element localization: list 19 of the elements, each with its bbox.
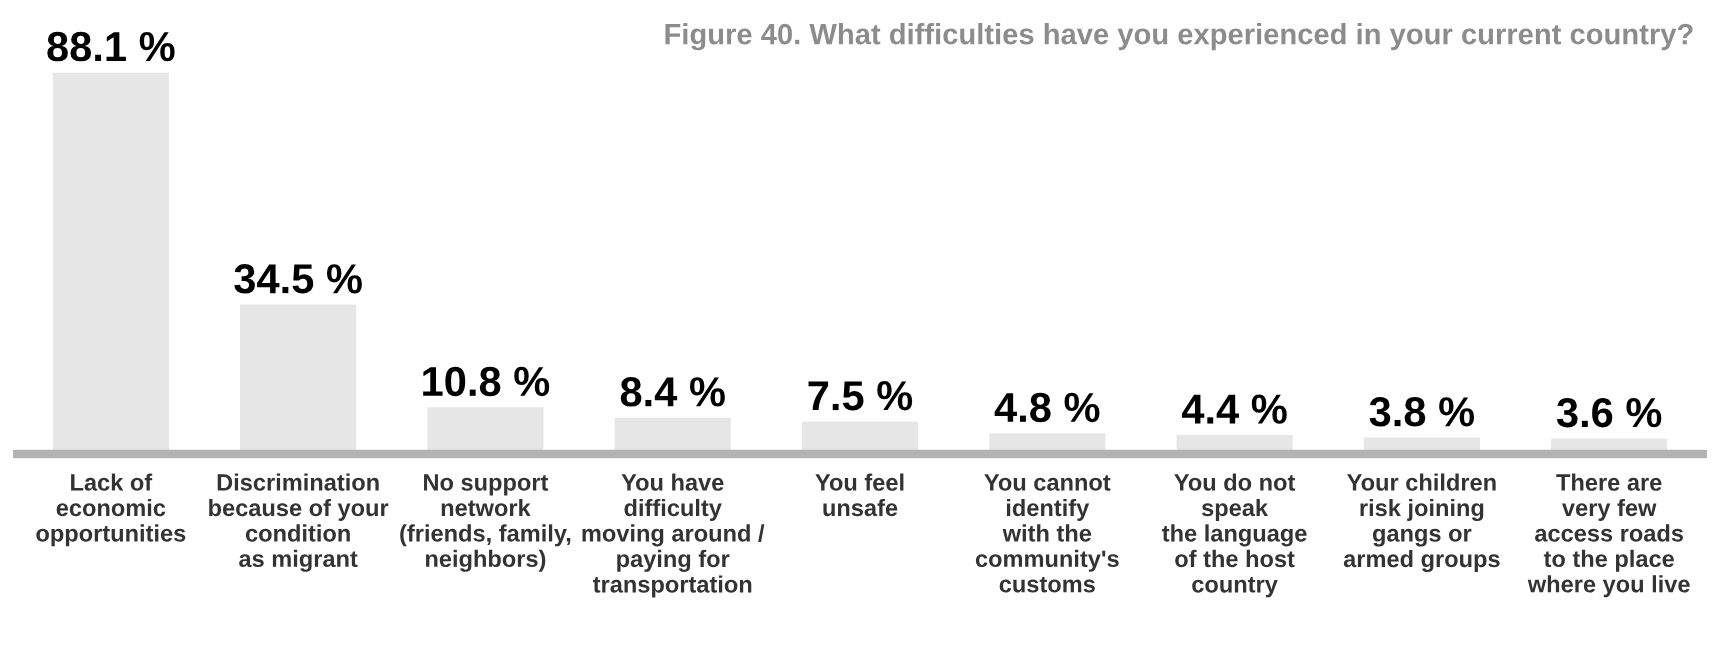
x-tick-label: You do not speak the language of the host country (1162, 473, 1307, 598)
x-tick-label: Lack of economic opportunities (36, 473, 186, 547)
data-label: 8.4 % (620, 377, 725, 407)
data-label: 7.5 % (808, 381, 913, 411)
x-tick-label: You feel unsafe (815, 473, 904, 517)
x-tick-label: Your children risk joining gangs or armed groups (1343, 473, 1500, 573)
x-tick-label: You cannot identify with the community's customs (975, 474, 1119, 593)
x-tick-label: Discrimination because of your condition as migrant (209, 473, 389, 572)
data-label: 4.4 % (1181, 394, 1287, 424)
data-label: 3.8 % (1369, 397, 1475, 427)
data-label: 10.8 % (423, 366, 550, 397)
x-tick-label: You have difficulty moving around / paying for transportation (582, 473, 765, 598)
data-label: 4.8 % (994, 392, 1100, 423)
data-label: 3.6 % (1556, 397, 1662, 428)
x-tick-label: There are very few access roads to the place where you live (1527, 473, 1690, 598)
data-label: 88.1 % (47, 31, 175, 62)
chart-title: Figure 40. What difficulties have you experienced in your current country? (665, 23, 1693, 51)
data-label: 34.5 % (234, 264, 362, 294)
x-tick-label: No support network (friends, family, neighbors) (400, 474, 571, 572)
